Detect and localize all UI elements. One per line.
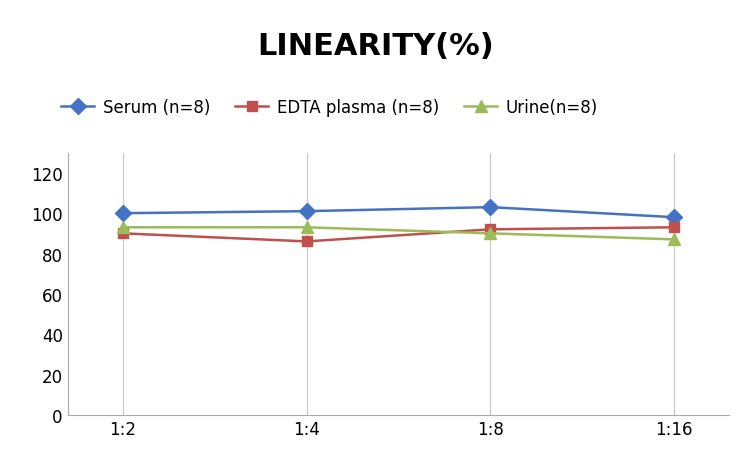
Line: Urine(n=8): Urine(n=8): [117, 222, 680, 245]
Serum (n=8): [302, 209, 311, 214]
EDTA plasma (n=8): [670, 225, 679, 230]
Serum (n=8): [118, 211, 127, 216]
Urine(n=8): [486, 231, 495, 236]
Urine(n=8): [118, 225, 127, 230]
EDTA plasma (n=8): [118, 231, 127, 236]
Serum (n=8): [486, 205, 495, 210]
Line: EDTA plasma (n=8): EDTA plasma (n=8): [118, 223, 679, 247]
EDTA plasma (n=8): [302, 239, 311, 244]
Urine(n=8): [302, 225, 311, 230]
Legend: Serum (n=8), EDTA plasma (n=8), Urine(n=8): Serum (n=8), EDTA plasma (n=8), Urine(n=…: [61, 98, 598, 116]
Urine(n=8): [670, 237, 679, 243]
EDTA plasma (n=8): [486, 227, 495, 233]
Serum (n=8): [670, 215, 679, 221]
Line: Serum (n=8): Serum (n=8): [117, 202, 680, 223]
Text: LINEARITY(%): LINEARITY(%): [258, 32, 494, 60]
